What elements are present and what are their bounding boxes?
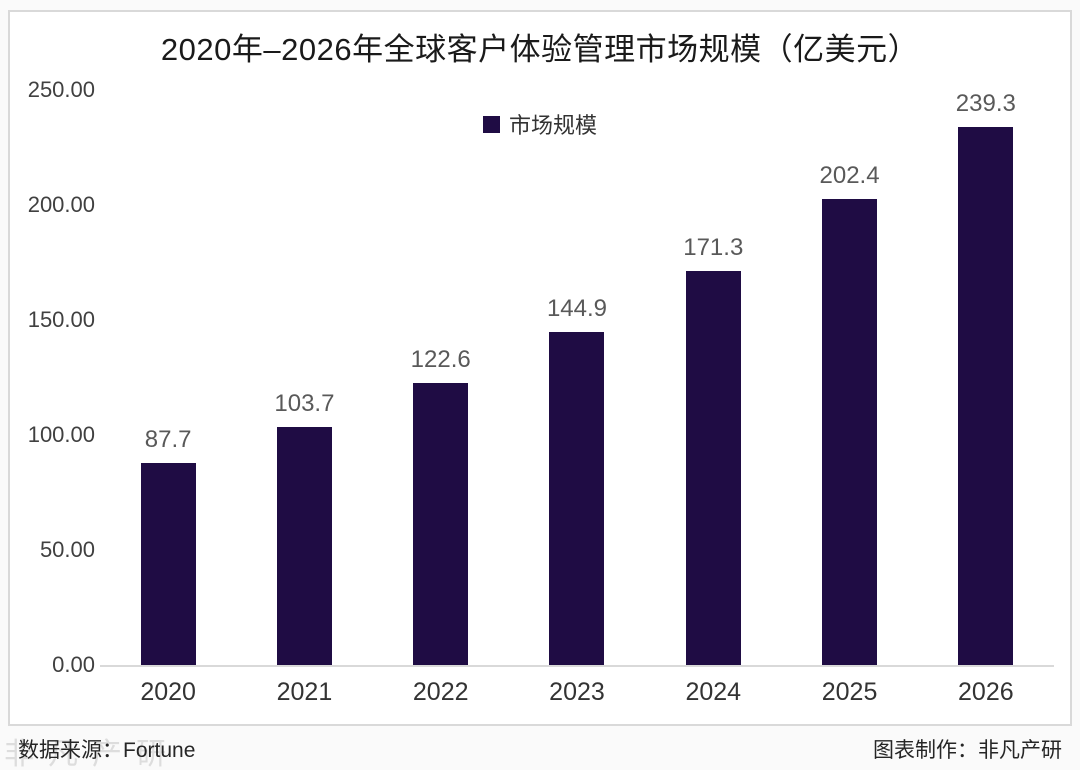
y-axis-tick-label: 0.00 xyxy=(52,652,95,677)
footer: 数据来源：Fortune 图表制作：非凡产研 xyxy=(18,734,1062,764)
bars-row: 87.7 103.7 122.6 144.9 171.3 202.4 239.3 xyxy=(100,90,1054,665)
x-axis-line xyxy=(100,665,1054,667)
y-axis-tick-label: 100.00 xyxy=(27,422,95,447)
y-axis-tick-label: 200.00 xyxy=(27,192,95,217)
bar-value-label: 144.9 xyxy=(546,294,608,322)
bar-column: 144.9 xyxy=(509,90,645,665)
bar-2025 xyxy=(822,199,878,665)
bar-2024 xyxy=(685,271,741,665)
bar-value-label: 87.7 xyxy=(144,426,192,454)
x-axis-labels: 2020 2021 2022 2023 2024 2025 2026 xyxy=(100,678,1054,707)
bar-2026 xyxy=(958,127,1014,665)
bar-2022 xyxy=(413,383,469,665)
x-axis-label: 2022 xyxy=(412,678,469,706)
bar-2023 xyxy=(549,331,605,665)
x-axis-label: 2024 xyxy=(685,678,742,706)
x-axis-label: 2023 xyxy=(549,678,605,706)
watermark: 非凡产研 xyxy=(4,738,180,770)
bar-2021 xyxy=(276,426,332,665)
x-axis-label: 2026 xyxy=(958,678,1014,706)
footer-credit: 图表制作：非凡产研 xyxy=(873,739,1062,762)
legend: 市场规模 xyxy=(10,108,1070,140)
y-axis-tick-label: 150.00 xyxy=(27,307,95,332)
chart-title: 2020年–2026年全球客户体验管理市场规模（亿美元） xyxy=(160,32,920,67)
footer-source: 数据来源：Fortune xyxy=(18,739,196,762)
bar-column: 87.7 xyxy=(100,90,236,665)
plot-area: 87.7 103.7 122.6 144.9 171.3 202.4 239.3 xyxy=(100,90,1054,667)
bar-column: 171.3 xyxy=(645,90,781,665)
y-axis-tick-label: 250.00 xyxy=(27,77,95,102)
y-axis-tick-label: 50.00 xyxy=(39,537,95,562)
chart-card: 2020年–2026年全球客户体验管理市场规模（亿美元） 市场规模 250.00… xyxy=(8,10,1072,726)
x-axis-label: 2020 xyxy=(140,678,196,706)
legend-label: 市场规模 xyxy=(508,113,597,138)
bar-value-label: 239.3 xyxy=(955,90,1016,117)
bar-value-label: 202.4 xyxy=(819,162,880,190)
bar-column: 103.7 xyxy=(236,90,372,665)
x-axis-label: 2025 xyxy=(821,678,878,706)
bar-value-label: 171.3 xyxy=(683,234,744,262)
bar-value-label: 122.6 xyxy=(410,346,471,374)
x-axis-label: 2021 xyxy=(276,678,333,706)
legend-swatch xyxy=(482,115,500,133)
bar-2020 xyxy=(140,463,196,665)
bar-column: 122.6 xyxy=(373,90,509,665)
bar-value-label: 103.7 xyxy=(274,389,335,417)
y-axis: 250.00 200.00 150.00 100.00 50.00 0.00 xyxy=(10,77,95,677)
bar-column: 202.4 xyxy=(781,90,917,665)
bar-column: 239.3 xyxy=(918,90,1054,665)
